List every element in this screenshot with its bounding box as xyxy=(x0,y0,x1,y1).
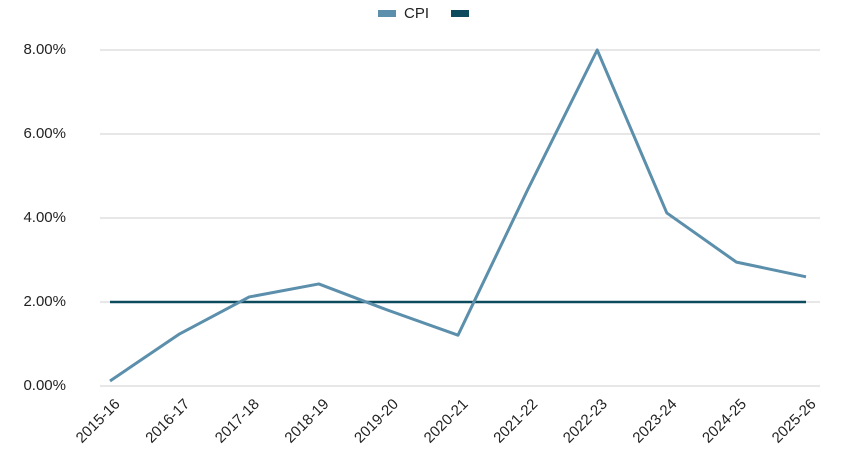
x-tick-label: 2022-23 xyxy=(560,396,611,447)
y-tick-label: 6.00% xyxy=(23,125,66,142)
x-tick-label: 2020-21 xyxy=(421,396,472,447)
x-tick-label: 2024-25 xyxy=(699,396,750,447)
x-tick-label: 2023-24 xyxy=(629,396,680,447)
y-tick-label: 4.00% xyxy=(23,209,66,226)
x-tick-label: 2015-16 xyxy=(73,396,124,447)
legend-swatch xyxy=(451,10,470,17)
y-tick-label: 0.00% xyxy=(23,377,66,394)
x-tick-label: 2018-19 xyxy=(281,396,332,447)
y-tick-label: 2.00% xyxy=(23,293,66,310)
x-tick-label: 2019-20 xyxy=(351,396,402,447)
y-tick-label: 8.00% xyxy=(23,41,66,58)
x-tick-label: 2017-18 xyxy=(212,396,263,447)
line xyxy=(109,48,807,383)
x-tick-label: 2025-26 xyxy=(769,396,820,447)
x-tick-label: 2021-22 xyxy=(490,396,541,447)
legend-swatch xyxy=(378,10,396,17)
legend-label: CPI xyxy=(404,5,429,22)
x-tick-label: 2016-17 xyxy=(142,396,193,447)
